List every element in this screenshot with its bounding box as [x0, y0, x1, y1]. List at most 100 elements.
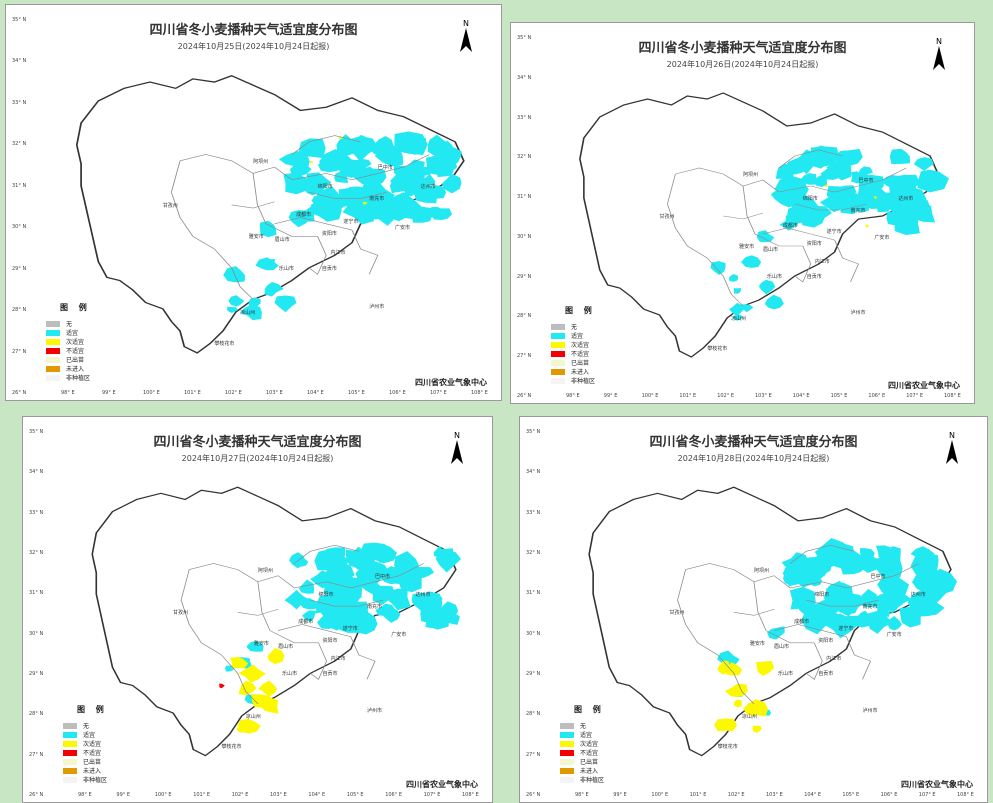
legend-swatch	[46, 320, 60, 327]
region-boundary	[789, 544, 855, 564]
suitable-area	[886, 599, 904, 611]
longitude-label: 104° E	[308, 792, 326, 798]
latitude-label: 27° N	[12, 348, 27, 355]
region-boundary	[350, 636, 376, 680]
longitude-label: 104° E	[792, 393, 810, 399]
legend-label: 非种植区	[66, 375, 91, 382]
suitable-area	[767, 626, 785, 640]
legend-title: 图 例	[574, 705, 605, 714]
suitable-area	[891, 174, 921, 194]
suitable-area	[888, 200, 912, 214]
region-label: 凉山州	[240, 309, 256, 316]
province-outline	[588, 486, 952, 757]
latitude-label: 27° N	[29, 751, 44, 758]
suitable-area	[316, 612, 338, 630]
region-label: 广安市	[391, 631, 407, 638]
latitude-label: 35° N	[517, 35, 532, 41]
legend-item: 未进入	[551, 367, 596, 376]
legend-swatch	[560, 776, 574, 783]
sub-suitable-area	[309, 160, 313, 164]
legend-item: 适宜	[63, 730, 108, 739]
region-label: 成都市	[794, 619, 810, 626]
region-label: 遂宁市	[826, 229, 842, 235]
suitable-area	[412, 566, 435, 578]
legend-item: 已出苗	[63, 757, 108, 766]
region-label: 甘孜州	[162, 202, 178, 209]
legend-item: 适宜	[551, 331, 596, 340]
legend-label: 未进入	[571, 369, 590, 376]
region-label: 眉山市	[274, 237, 290, 244]
suitable-area	[246, 640, 264, 652]
region-boundary	[717, 654, 755, 704]
suitable-area	[401, 170, 418, 182]
suitable-area	[809, 145, 839, 169]
region-label: 阿坝州	[753, 567, 769, 574]
legend-title: 图 例	[60, 303, 91, 312]
province-outline	[579, 92, 939, 358]
north-arrow-icon: N	[945, 431, 959, 471]
suitable-area	[352, 165, 368, 178]
sichuan-map	[579, 92, 949, 358]
region-label: 甘孜州	[173, 610, 189, 617]
legend-item: 无	[46, 319, 91, 328]
longitude-label: 101° E	[193, 792, 210, 798]
legend-label: 适宜	[580, 732, 593, 739]
suitable-area	[317, 600, 338, 621]
region-label: 绵阳市	[318, 591, 334, 598]
suitable-area	[859, 548, 875, 559]
region-label: 泸州市	[369, 303, 385, 310]
map-title: 四川省冬小麦播种天气适宜度分布图	[649, 435, 858, 450]
region-label: 南充市	[366, 604, 382, 611]
longitude-label: 108° E	[462, 792, 479, 798]
latitude-label: 30° N	[29, 630, 44, 637]
suitable-area	[732, 314, 743, 321]
region-boundary	[310, 642, 327, 680]
suitable-area	[841, 200, 858, 213]
longitude-label: 105° E	[348, 390, 365, 396]
sub-suitable-area	[362, 201, 368, 205]
legend-swatch	[551, 332, 565, 339]
legend-swatch	[46, 374, 60, 381]
region-boundary	[778, 167, 907, 193]
map-title: 四川省冬小麦播种天气适宜度分布图	[149, 23, 358, 38]
longitude-label: 100° E	[641, 393, 659, 399]
longitude-label: 105° E	[842, 792, 860, 798]
suitable-area	[405, 137, 427, 152]
latitude-label: 33° N	[12, 99, 27, 106]
longitude-label: 106° E	[389, 390, 406, 396]
region-boundary	[685, 563, 791, 589]
longitude-label: 104° E	[804, 792, 821, 798]
north-label: N	[463, 19, 469, 28]
legend-label: 适宜	[66, 330, 79, 337]
suitable-area	[919, 586, 946, 607]
longitude-label: 103° E	[766, 792, 783, 798]
suitable-area	[733, 288, 741, 294]
longitude-label: 105° E	[830, 393, 848, 399]
longitude-label: 98° E	[575, 792, 589, 798]
map-panel-oct25: 四川省冬小麦播种天气适宜度分布图 2024年10月25日(2024年10月24日起…	[5, 4, 502, 401]
region-boundary	[257, 581, 319, 644]
legend-label: 不适宜	[571, 351, 590, 358]
north-arrow-icon: N	[450, 431, 464, 471]
region-boundary	[753, 581, 815, 644]
suitable-area	[298, 140, 320, 157]
unsuitable-area	[218, 683, 225, 689]
longitude-label: 106° E	[880, 792, 898, 798]
legend-label: 不适宜	[66, 348, 85, 355]
legend-swatch	[560, 722, 574, 729]
region-label: 凉山州	[741, 713, 757, 720]
suitable-area	[435, 550, 462, 573]
suitable-area	[837, 615, 863, 632]
publisher-label: 四川省农业气象中心	[415, 378, 487, 387]
legend-title: 图 例	[565, 306, 596, 315]
latitude-label: 32° N	[526, 550, 541, 556]
longitude-label: 99° E	[603, 393, 618, 399]
legend-item: 无	[560, 721, 605, 730]
latitude-label: 32° N	[29, 550, 44, 556]
suitable-area	[372, 585, 396, 605]
map-panel-oct26: 四川省冬小麦播种天气适宜度分布图 2024年10月26日(2024年10月24日起…	[510, 22, 975, 404]
region-boundary	[308, 192, 387, 199]
legend-swatch	[551, 341, 565, 348]
legend-item: 适宜	[46, 328, 91, 337]
suitable-area	[248, 297, 261, 308]
